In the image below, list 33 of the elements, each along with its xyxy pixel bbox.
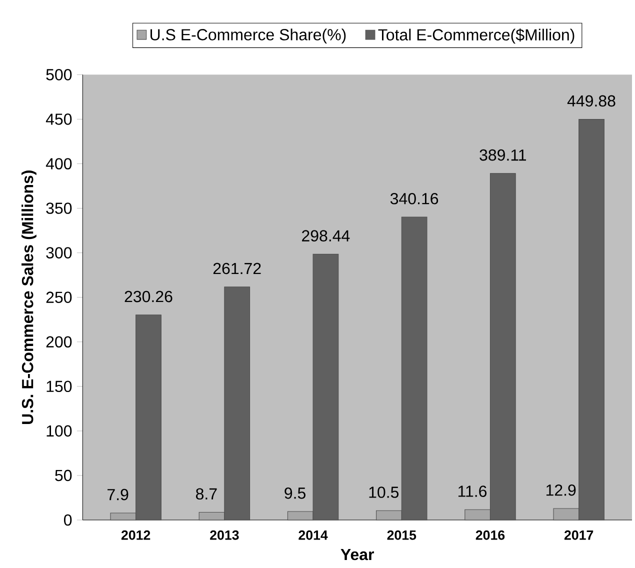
y-tick-label: 300 <box>46 247 72 258</box>
y-tick-label: 500 <box>46 69 72 80</box>
data-label: 12.9 <box>546 484 576 496</box>
x-tick-label: 2013 <box>210 530 239 540</box>
x-tick-label: 2015 <box>387 530 416 540</box>
data-label: 389.11 <box>480 149 526 161</box>
y-tick-label: 450 <box>46 114 72 125</box>
x-tick-label: 2017 <box>564 530 594 540</box>
data-label: 8.7 <box>196 488 217 500</box>
y-tick-label: 50 <box>55 470 72 482</box>
data-label: 11.6 <box>458 486 487 497</box>
y-tick-label: 400 <box>46 158 72 170</box>
y-tick-label: 0 <box>64 514 72 526</box>
x-tick-label: 2014 <box>298 530 328 540</box>
data-label: 7.9 <box>108 488 128 500</box>
x-axis-title: Year <box>340 549 374 560</box>
data-label: 10.5 <box>369 486 399 498</box>
data-label: 298.44 <box>302 230 350 242</box>
legend-label: U.S E-Commerce Share(%) <box>150 28 346 44</box>
y-tick-label: 250 <box>46 292 72 303</box>
y-tick-label: 200 <box>46 336 72 348</box>
y-axis-title: U.S. E-Commerce Sales (Millions) <box>22 170 36 424</box>
y-tick-label: 350 <box>46 202 72 214</box>
y-tick-label: 150 <box>46 380 72 392</box>
data-label: 9.5 <box>284 488 306 499</box>
legend-label: Total E-Commerce($Million) <box>378 28 574 44</box>
x-tick-label: 2016 <box>476 530 505 540</box>
y-tick-label: 100 <box>46 425 72 437</box>
x-tick-label: 2012 <box>121 530 150 540</box>
data-label: 261.72 <box>213 262 261 274</box>
data-label: 449.88 <box>567 95 616 107</box>
data-label: 230.26 <box>124 290 172 302</box>
data-label: 340.16 <box>390 192 438 204</box>
